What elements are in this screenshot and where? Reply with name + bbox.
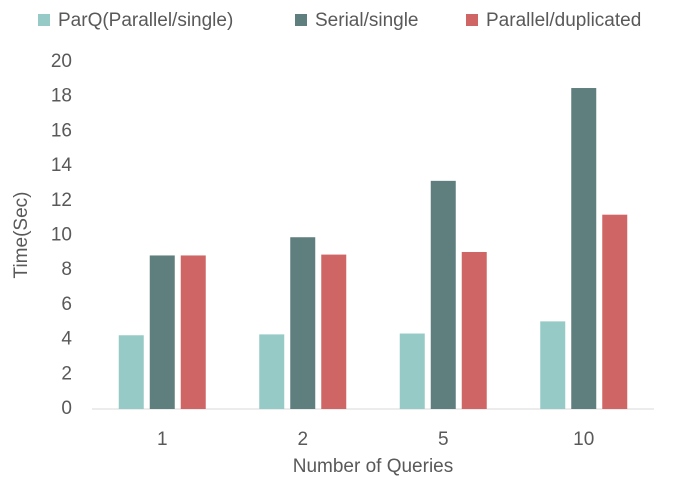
bar (321, 254, 347, 409)
y-tick-label: 14 (51, 155, 73, 176)
legend-swatch (38, 14, 50, 26)
bar (571, 88, 597, 410)
bar (602, 214, 628, 409)
x-tick-label: 10 (573, 429, 594, 450)
bar (180, 255, 206, 409)
legend-label: Parallel/duplicated (486, 10, 641, 31)
y-tick-label: 10 (51, 225, 72, 246)
bar (149, 255, 175, 409)
legend-label: ParQ(Parallel/single) (58, 10, 233, 31)
bar (290, 237, 316, 409)
bar (118, 335, 144, 409)
x-tick-label: 1 (157, 429, 168, 450)
y-tick-label: 12 (51, 190, 72, 211)
y-tick-label: 0 (61, 398, 72, 419)
y-axis-label: Time(Sec) (11, 192, 32, 279)
bar (399, 333, 425, 409)
legend-label: Serial/single (315, 10, 419, 31)
x-tick-label: 5 (438, 429, 449, 450)
y-tick-label: 6 (61, 294, 72, 315)
x-tick-label: 2 (297, 429, 308, 450)
y-tick-label: 8 (61, 259, 72, 280)
y-tick-label: 20 (51, 51, 72, 72)
x-axis-label: Number of Queries (293, 456, 454, 477)
bar (461, 251, 487, 409)
bar (430, 180, 456, 409)
legend-swatch (466, 14, 478, 26)
bar (259, 334, 285, 409)
y-tick-label: 4 (61, 329, 72, 350)
bar (540, 321, 566, 409)
y-tick-label: 2 (61, 363, 72, 384)
y-tick-label: 18 (51, 86, 72, 107)
y-tick-label: 16 (51, 120, 72, 141)
legend-swatch (295, 14, 307, 26)
